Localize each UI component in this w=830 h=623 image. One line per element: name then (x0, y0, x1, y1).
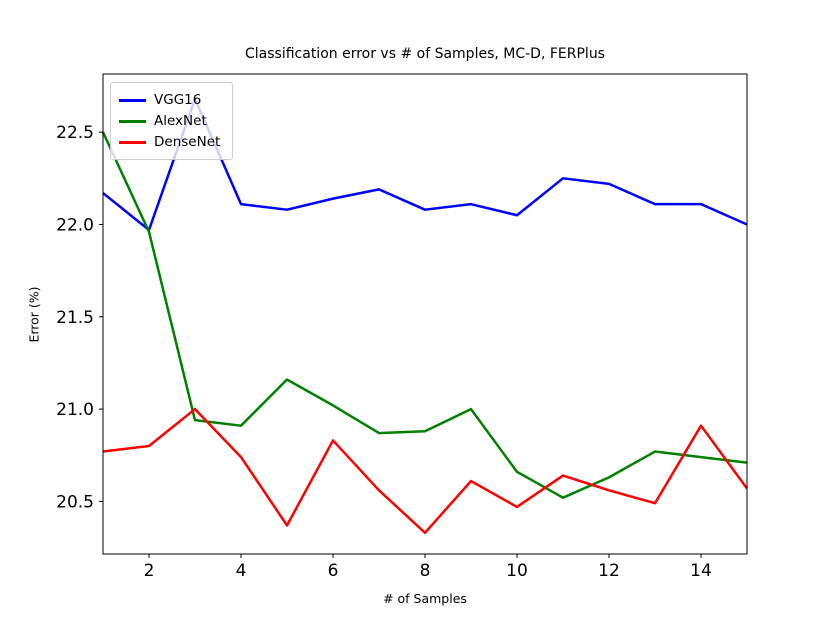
y-tick-label: 20.5 (56, 492, 94, 512)
legend-label: VGG16 (154, 92, 202, 108)
x-tick-label: 2 (144, 561, 155, 581)
legend-label: AlexNet (154, 113, 207, 129)
y-tick-label: 21.5 (56, 308, 94, 328)
legend-item-alexnet: AlexNet (119, 111, 232, 132)
y-tick-label: 22.5 (56, 123, 94, 143)
legend-label: DenseNet (154, 134, 221, 150)
legend-line-swatch (119, 120, 146, 123)
series-line-alexnet (101, 131, 748, 499)
legend-item-densenet: DenseNet (119, 132, 232, 153)
x-axis-label: # of Samples (383, 591, 467, 606)
legend-line-swatch (119, 99, 146, 102)
series-line-densenet (102, 407, 749, 535)
x-tick-label: 6 (328, 561, 339, 581)
legend: VGG16 AlexNet DenseNet (110, 82, 233, 160)
x-tick-label: 8 (420, 561, 431, 581)
x-tick-label: 4 (236, 561, 247, 581)
x-tick-label: 10 (506, 561, 528, 581)
y-tick-label: 22.0 (56, 215, 94, 235)
x-tick-label: 14 (690, 561, 712, 581)
chart-title: Classification error vs # of Samples, MC… (245, 46, 605, 62)
legend-line-swatch (119, 141, 146, 144)
x-tick-label: 12 (598, 561, 620, 581)
legend-item-vgg16: VGG16 (119, 90, 232, 111)
y-axis-label: Error (%) (26, 286, 42, 343)
y-tick-label: 21.0 (56, 400, 94, 420)
